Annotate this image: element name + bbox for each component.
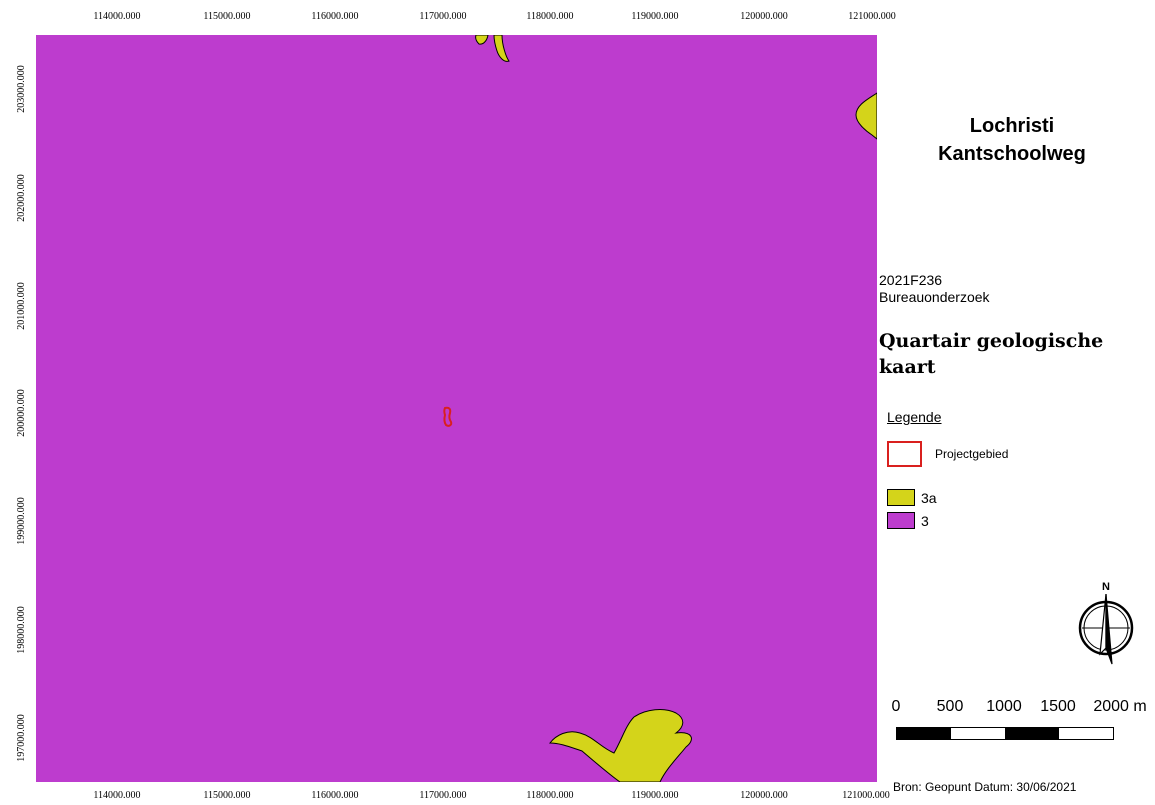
legend-title: Legende [887,409,942,425]
x-tick-bottom: 118000.000 [526,790,574,801]
legend-label: 3a [921,489,937,506]
unit-3a-patch-bottom [548,709,692,782]
project-code: 2021F236 [879,272,943,288]
legend-label: 3 [921,512,929,529]
scale-segment [1059,728,1113,739]
legend-swatch-3a [887,489,915,506]
north-label: N [1102,581,1110,593]
unit-3-area [36,35,877,782]
x-tick-top: 120000.000 [740,11,788,22]
north-arrow-icon: N [1078,581,1134,665]
legend-item-3: 3 [887,512,929,529]
x-tick-bottom: 120000.000 [740,790,788,801]
x-tick-bottom: 115000.000 [203,790,251,801]
project-area-outline [443,406,453,427]
y-tick-left: 203000.000 [16,65,27,113]
x-tick-top: 115000.000 [203,11,251,22]
y-tick-left: 201000.000 [16,282,27,330]
legend-item-3a: 3a [887,489,937,506]
x-tick-bottom: 114000.000 [93,790,141,801]
title-line2: Kantschoolweg [938,143,1086,165]
scale-label: 1500 [1040,698,1076,715]
source-date: Bron: Geopunt Datum: 30/06/2021 [893,780,1077,794]
unit-3a-patch-top-right [493,35,510,62]
map-title: Quartair geologische kaart [879,330,1104,378]
scale-bar-labels: 0 500 1000 1500 2000 m [888,698,1150,718]
x-tick-top: 118000.000 [526,11,574,22]
x-tick-bottom: 116000.000 [311,790,359,801]
legend-item-projectgebied: Projectgebied [887,441,1008,467]
scale-bar [896,727,1114,740]
title-line1: Lochristi [969,115,1055,137]
x-tick-top: 117000.000 [419,11,467,22]
scale-segment [897,728,951,739]
x-tick-top: 121000.000 [848,11,896,22]
x-tick-bottom: 119000.000 [631,790,679,801]
x-tick-top: 116000.000 [311,11,359,22]
project-type: Bureauonderzoek [879,289,990,305]
scale-segment [951,728,1005,739]
x-tick-bottom: 121000.000 [842,790,890,801]
scale-label: 0 [891,698,901,715]
y-tick-left: 199000.000 [16,497,27,545]
y-tick-left: 200000.000 [16,389,27,437]
x-tick-top: 119000.000 [631,11,679,22]
legend-swatch-projectgebied [887,441,922,467]
x-tick-top: 114000.000 [93,11,141,22]
x-tick-bottom: 117000.000 [419,790,467,801]
y-tick-left: 197000.000 [16,714,27,762]
map-svg [36,35,877,782]
map-location-title: Lochristi Kantschoolweg [882,112,1142,168]
unit-3a-patch-right-edge [855,92,877,140]
scale-label: 500 [936,698,964,715]
scale-label: 1000 [986,698,1022,715]
y-tick-left: 198000.000 [16,606,27,654]
scale-segment [1005,728,1059,739]
legend-swatch-3 [887,512,915,529]
unit-3a-patch-top-left [475,35,489,45]
legend-label: Projectgebied [935,447,1009,461]
map-canvas[interactable] [36,35,877,782]
scale-label: 2000 m [1093,698,1147,715]
y-tick-left: 202000.000 [16,174,27,222]
